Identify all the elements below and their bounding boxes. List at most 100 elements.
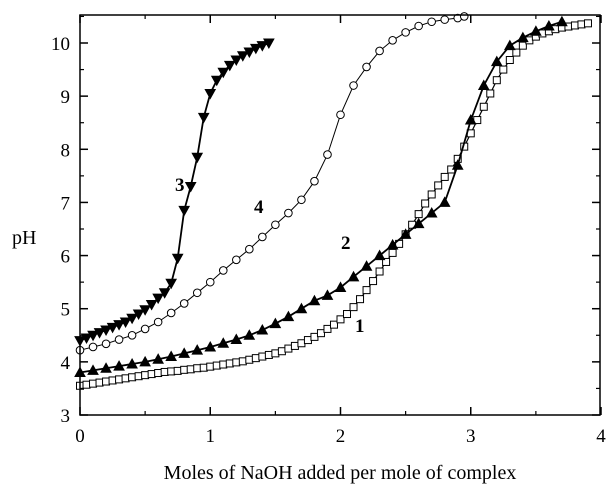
data-point [577, 20, 586, 29]
data-point [245, 244, 254, 254]
series-label-4: 4 [254, 197, 264, 218]
data-point [321, 289, 334, 300]
y-tick-label: 6 [61, 247, 71, 268]
data-point [284, 344, 293, 353]
data-point [310, 332, 319, 341]
data-point [373, 249, 386, 261]
data-point [310, 176, 319, 186]
x-tick-label: 3 [466, 426, 476, 447]
data-point [486, 89, 495, 98]
data-point [518, 41, 527, 50]
data-point [152, 293, 164, 305]
data-point [139, 305, 151, 316]
data-point [277, 347, 286, 356]
data-point [543, 19, 555, 31]
data-point [263, 38, 275, 50]
data-point [139, 355, 151, 367]
data-point [388, 248, 397, 257]
data-point [225, 359, 234, 368]
data-point [362, 62, 371, 72]
data-point [386, 238, 399, 250]
data-point [127, 330, 137, 340]
data-point [243, 47, 256, 59]
data-point [434, 181, 443, 190]
data-point [349, 81, 358, 90]
data-point [232, 255, 241, 265]
data-point [119, 317, 132, 329]
plot-series [74, 12, 592, 390]
x-tick-label: 4 [596, 426, 606, 447]
data-point [249, 43, 262, 55]
data-point [492, 76, 501, 85]
data-point [186, 365, 195, 374]
data-point [343, 310, 352, 319]
data-point [530, 25, 542, 36]
data-point [256, 323, 269, 335]
series-label-2: 2 [341, 233, 351, 254]
data-point [308, 294, 321, 306]
axis-ticks [79, 15, 602, 416]
data-point [230, 55, 243, 67]
data-point [459, 12, 469, 21]
data-point [477, 79, 490, 91]
data-point [264, 350, 273, 359]
data-point [88, 342, 98, 352]
data-point [583, 19, 592, 28]
y-tick-label: 5 [61, 300, 71, 321]
data-point [360, 260, 373, 271]
y-tick-label: 7 [61, 193, 71, 214]
data-point [451, 159, 464, 170]
data-point [217, 337, 230, 348]
data-point [89, 379, 98, 388]
data-point [134, 372, 143, 381]
data-point [232, 358, 241, 367]
series-3 [74, 38, 275, 347]
data-point [295, 302, 308, 314]
data-point [115, 375, 124, 384]
data-point [517, 31, 529, 43]
data-point [80, 333, 93, 344]
data-point [128, 373, 137, 382]
data-point [323, 324, 332, 333]
data-point [140, 324, 150, 334]
data-point [297, 195, 306, 205]
data-point [160, 367, 169, 376]
data-point [388, 36, 397, 45]
data-point [93, 328, 106, 339]
data-point [297, 339, 306, 348]
data-point [282, 310, 295, 322]
data-point [251, 354, 260, 363]
data-point [121, 374, 130, 383]
series-2 [74, 15, 568, 377]
data-point [197, 112, 210, 124]
data-point [503, 39, 516, 51]
series-line-1 [79, 22, 589, 387]
x-tick-label: 2 [336, 426, 346, 447]
data-point [165, 278, 178, 290]
data-point [334, 281, 347, 292]
data-point [349, 303, 358, 312]
data-point [570, 21, 579, 30]
data-point [425, 207, 438, 218]
data-point [382, 257, 391, 266]
series-labels: 1 2 3 4 [175, 175, 365, 337]
data-point [167, 367, 176, 376]
series-4 [75, 12, 469, 355]
y-tick-label: 10 [51, 34, 70, 55]
data-point [323, 150, 332, 159]
data-point [438, 196, 451, 207]
data-point [102, 377, 111, 386]
data-point [145, 299, 158, 311]
data-point [258, 352, 267, 361]
data-point [421, 199, 430, 208]
data-point [238, 357, 247, 366]
data-point [171, 253, 184, 265]
y-axis-title: pH [12, 227, 36, 249]
data-point [180, 365, 189, 374]
data-point [217, 67, 230, 79]
data-point [108, 376, 117, 385]
data-point [204, 340, 217, 352]
data-point [212, 361, 221, 370]
data-point [256, 41, 269, 52]
data-point [499, 65, 508, 74]
